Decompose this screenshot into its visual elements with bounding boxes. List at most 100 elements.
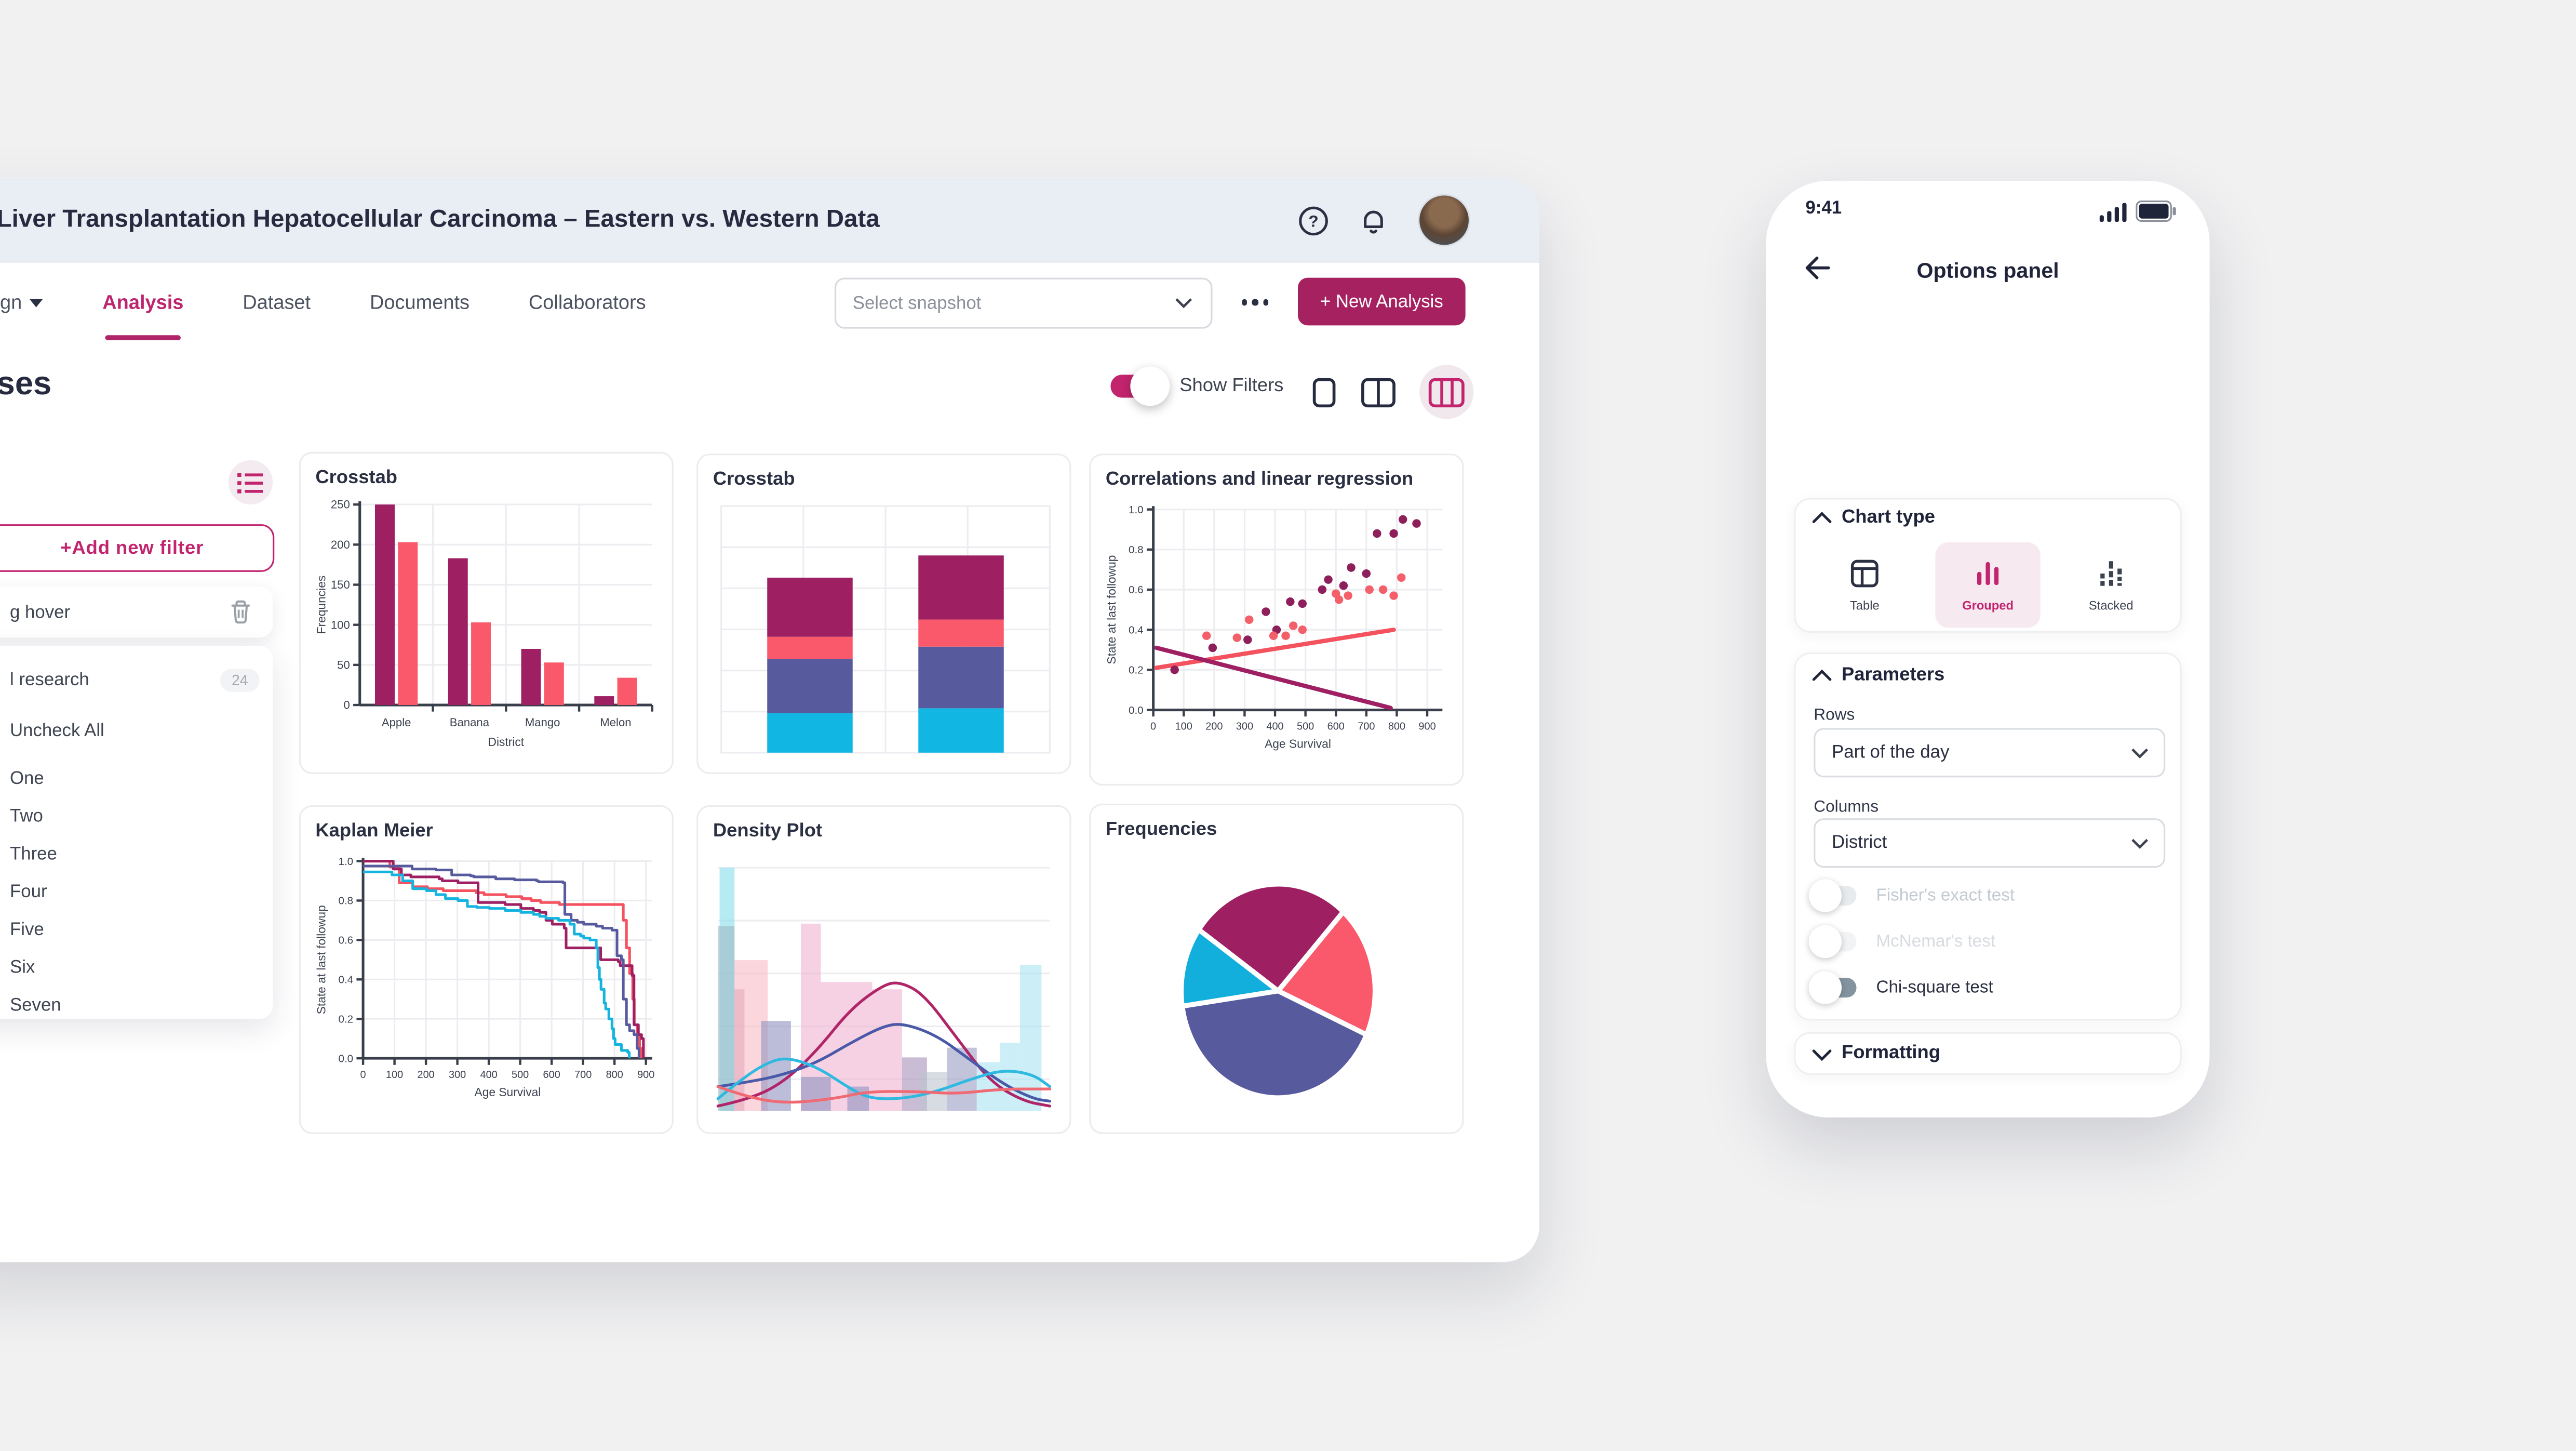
nav-menu-label: gn xyxy=(0,290,22,314)
chi-square-test-toggle[interactable] xyxy=(1808,971,1857,1004)
new-analysis-button[interactable]: + New Analysis xyxy=(1297,277,1466,326)
collapse-chevron-up-icon[interactable] xyxy=(1812,511,1832,524)
svg-text:District: District xyxy=(488,735,525,749)
svg-text:0.2: 0.2 xyxy=(339,1014,354,1026)
svg-text:100: 100 xyxy=(331,618,350,631)
add-filter-button[interactable]: +Add new filter xyxy=(0,524,275,572)
nav-menu-design[interactable]: gn xyxy=(0,290,44,314)
svg-text:Frequncies: Frequncies xyxy=(314,576,328,634)
phone-mockup: 9:41 Options panel xyxy=(1766,180,2210,1118)
active-tab-underline xyxy=(105,335,181,340)
phone-header: Options panel xyxy=(1766,237,2210,303)
stacked-bars-icon xyxy=(2100,560,2122,585)
svg-text:0.8: 0.8 xyxy=(339,895,354,907)
help-icon: ? xyxy=(1298,206,1327,235)
layout-single-column-button[interactable] xyxy=(1311,376,1337,408)
chi-square-test-label: Chi-square test xyxy=(1876,978,1993,998)
svg-text:0.4: 0.4 xyxy=(339,974,354,986)
tab-documents[interactable]: Documents xyxy=(369,290,470,314)
chart-type-title: Chart type xyxy=(1842,508,1935,528)
frequencies-pie-chart xyxy=(1178,882,1378,1100)
svg-text:State at last followup: State at last followup xyxy=(1105,555,1118,664)
back-arrow-button[interactable] xyxy=(1802,253,1832,283)
signal-icon xyxy=(2099,202,2127,221)
svg-text:Melon: Melon xyxy=(600,716,631,729)
fishers-test-toggle[interactable] xyxy=(1808,879,1857,912)
add-filter-label: +Add new filter xyxy=(60,538,204,558)
layout-two-column-button[interactable] xyxy=(1360,376,1397,408)
uncheck-all-row[interactable]: Uncheck All xyxy=(9,721,104,741)
expand-chevron-down-icon[interactable] xyxy=(1812,1048,1832,1061)
filter-option-six[interactable]: Six xyxy=(9,957,35,977)
kaplan-meier-chart: 0.0 0.2 0.4 0.6 0.8 1.0 0 100 200 300 400 500 600 700… xyxy=(314,856,654,1099)
svg-text:200: 200 xyxy=(331,538,350,551)
formatting-card[interactable]: Formatting xyxy=(1794,1032,2182,1075)
filter-chip-label: g hover xyxy=(9,602,71,622)
svg-text:50: 50 xyxy=(337,658,350,671)
svg-text:Mango: Mango xyxy=(525,716,560,729)
user-avatar[interactable] xyxy=(1417,194,1471,247)
columns-select[interactable]: District xyxy=(1814,818,2166,868)
chevron-down-icon xyxy=(2131,838,2149,848)
show-filters-toggle[interactable] xyxy=(1110,366,1170,406)
content-header: ses Show Filters xyxy=(0,341,1539,441)
filter-option-three[interactable]: Three xyxy=(9,844,57,864)
density-chart xyxy=(716,867,1052,1111)
svg-text:900: 900 xyxy=(1418,721,1435,732)
chart-type-option-grouped[interactable]: Grouped xyxy=(1935,542,2041,628)
notifications-button[interactable] xyxy=(1357,204,1390,236)
svg-text:300: 300 xyxy=(1236,721,1253,732)
parameters-card: Parameters Rows Part of the day Columns … xyxy=(1794,652,2182,1021)
mcnemars-test-row: McNemar's test xyxy=(1808,925,1995,959)
tab-analysis[interactable]: Analysis xyxy=(102,291,183,340)
chart-type-option-table[interactable]: Table xyxy=(1812,542,1917,628)
collapse-chevron-up-icon[interactable] xyxy=(1812,669,1832,682)
correlations-chart: 0.0 0.2 0.4 0.6 0.8 1.0 0 100 200 300 400 500 600 700… xyxy=(1105,504,1443,750)
filter-option-one[interactable]: One xyxy=(9,768,44,788)
svg-text:400: 400 xyxy=(1266,721,1283,732)
tab-dataset[interactable]: Dataset xyxy=(243,290,311,314)
chart-card-correlations: Correlations and linear regression 0.0 0.… xyxy=(1089,454,1464,786)
chart-card-kaplan-meier: Kaplan Meier 0.0 0.2 0.4 0.6 0.8 1.0 0 100 200 30… xyxy=(299,805,674,1134)
svg-text:1.0: 1.0 xyxy=(339,856,354,868)
mcnemars-test-toggle[interactable] xyxy=(1808,925,1857,959)
filter-option-four[interactable]: Four xyxy=(9,882,47,902)
chart-title: Correlations and linear regression xyxy=(1105,470,1414,490)
layout-three-column-button[interactable] xyxy=(1419,365,1474,419)
svg-text:1.0: 1.0 xyxy=(1129,504,1144,516)
svg-text:400: 400 xyxy=(480,1069,498,1081)
svg-text:800: 800 xyxy=(606,1069,623,1081)
numbered-list-button[interactable] xyxy=(228,460,273,505)
svg-text:900: 900 xyxy=(637,1069,654,1081)
filter-chip[interactable]: g hover xyxy=(0,587,273,638)
svg-text:250: 250 xyxy=(331,498,350,511)
help-button[interactable]: ? xyxy=(1296,204,1329,236)
svg-text:600: 600 xyxy=(543,1069,560,1081)
trash-icon[interactable] xyxy=(229,598,253,624)
filter-option-five[interactable]: Five xyxy=(9,919,44,939)
columns-value: District xyxy=(1832,833,1887,853)
filter-group-row[interactable]: l research 24 xyxy=(0,657,273,701)
svg-text:600: 600 xyxy=(1327,721,1345,732)
svg-text:Age Survival: Age Survival xyxy=(1265,737,1331,750)
svg-text:Age Survival: Age Survival xyxy=(475,1085,541,1099)
more-options-button[interactable] xyxy=(1232,283,1278,322)
rows-select[interactable]: Part of the day xyxy=(1814,728,2166,778)
filter-option-seven[interactable]: Seven xyxy=(9,995,61,1015)
svg-text:150: 150 xyxy=(331,578,350,591)
chart-type-option-stacked[interactable]: Stacked xyxy=(2059,542,2164,628)
svg-text:0: 0 xyxy=(1150,721,1156,732)
svg-text:100: 100 xyxy=(386,1069,403,1081)
svg-text:Apple: Apple xyxy=(382,716,411,729)
svg-text:0: 0 xyxy=(360,1069,366,1081)
nav-bar: gn Analysis Dataset Documents Collaborat… xyxy=(0,263,1539,344)
chart-title: Crosstab xyxy=(315,468,398,488)
svg-text:700: 700 xyxy=(1358,721,1375,732)
snapshot-select[interactable]: Select snapshot xyxy=(834,277,1213,329)
svg-text:500: 500 xyxy=(1297,721,1314,732)
filter-option-two[interactable]: Two xyxy=(9,806,43,826)
tab-collaborators[interactable]: Collaborators xyxy=(528,290,646,314)
dot-icon xyxy=(1252,299,1258,305)
svg-text:700: 700 xyxy=(574,1069,592,1081)
